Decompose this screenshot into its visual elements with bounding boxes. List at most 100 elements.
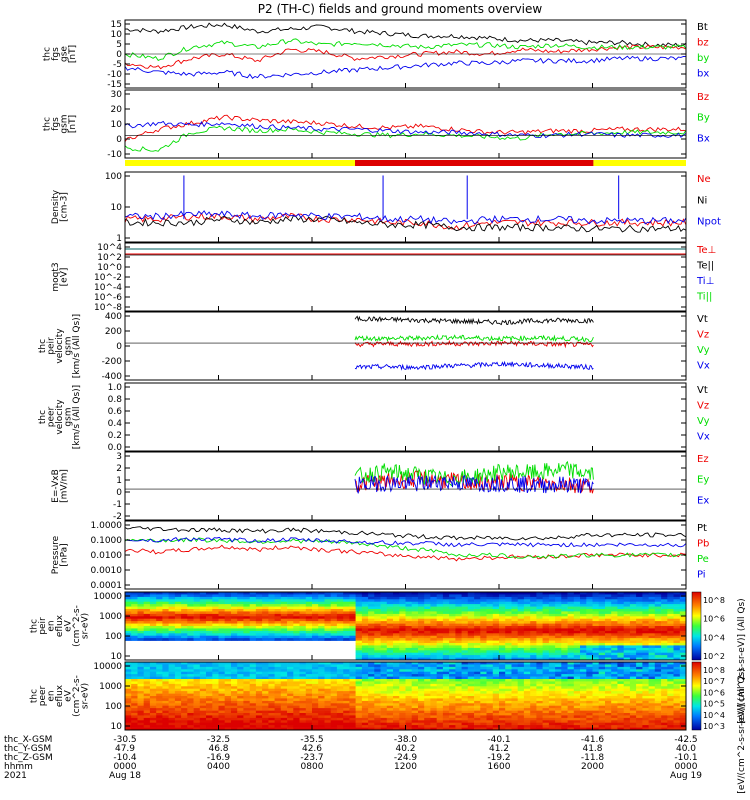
- heatmap-cell: [536, 609, 543, 612]
- heatmap-cell: [137, 662, 145, 665]
- heatmap-cell: [530, 609, 537, 612]
- heatmap-cell: [592, 601, 600, 605]
- heatmap-cell: [467, 662, 475, 665]
- heatmap-cell: [193, 686, 201, 690]
- heatmap-cell: [598, 671, 606, 675]
- heatmap-cell: [162, 609, 169, 612]
- heatmap-cell: [430, 601, 437, 605]
- heatmap-cell: [480, 686, 487, 690]
- heatmap-cell: [224, 683, 232, 687]
- heatmap-cell: [480, 594, 487, 598]
- heatmap-cell: [654, 604, 662, 607]
- heatmap-cell: [299, 720, 307, 724]
- heatmap-cell: [287, 708, 294, 711]
- heatmap-cell: [137, 727, 145, 731]
- heatmap-cell: [168, 676, 176, 680]
- heatmap-cell: [330, 604, 338, 607]
- heatmap-cell: [418, 691, 425, 694]
- heatmap-cell: [405, 592, 413, 595]
- heatmap-cell: [274, 671, 282, 675]
- heatmap-cell: [442, 688, 450, 692]
- heatmap-cell: [442, 616, 450, 620]
- heatmap-cell: [548, 621, 556, 624]
- heatmap-cell: [567, 621, 575, 624]
- y-tick-label: 0.0001: [91, 581, 123, 591]
- heatmap-cell: [530, 657, 537, 661]
- heatmap-cell: [237, 635, 244, 639]
- heatmap-cell: [492, 703, 500, 707]
- heatmap-cell: [268, 671, 275, 675]
- heatmap-cell: [249, 630, 257, 634]
- heatmap-cell: [268, 676, 275, 680]
- heatmap-cell: [149, 666, 157, 670]
- heatmap-cell: [679, 628, 687, 632]
- heatmap-cell: [305, 722, 313, 726]
- heatmap-cell: [474, 645, 481, 649]
- heatmap-cell: [436, 688, 444, 692]
- heatmap-cell: [399, 601, 406, 605]
- heatmap-cell: [517, 643, 525, 646]
- heatmap-cell: [224, 592, 232, 595]
- heatmap-cell: [636, 599, 643, 603]
- heatmap-cell: [143, 628, 151, 632]
- heatmap-cell: [143, 609, 151, 612]
- heatmap-cell: [536, 725, 543, 728]
- heatmap-cell: [461, 633, 469, 637]
- heatmap-cell: [480, 720, 487, 724]
- heatmap-cell: [343, 700, 350, 704]
- heatmap-cell: [548, 652, 556, 656]
- heatmap-cell: [262, 616, 269, 620]
- heatmap-cell: [336, 698, 344, 702]
- heatmap-cell: [499, 664, 506, 668]
- heatmap-cell: [212, 621, 219, 624]
- heatmap-cell: [318, 613, 325, 617]
- heatmap-cell: [586, 696, 593, 699]
- heatmap-cell: [567, 698, 575, 702]
- heatmap-cell: [623, 630, 631, 634]
- heatmap-cell: [399, 688, 406, 692]
- heatmap-cell: [499, 666, 506, 670]
- heatmap-cell: [274, 686, 282, 690]
- heatmap-cell: [243, 686, 250, 690]
- heatmap-cell: [474, 611, 481, 615]
- heatmap-cell: [411, 635, 419, 639]
- heatmap-cell: [467, 643, 475, 646]
- heatmap-cell: [548, 720, 556, 724]
- heatmap-cell: [374, 676, 381, 680]
- heatmap-cell: [193, 696, 201, 699]
- heatmap-cell: [206, 703, 213, 707]
- heatmap-cell: [679, 613, 687, 617]
- heatmap-cell: [206, 601, 213, 605]
- heatmap-cell: [193, 635, 201, 639]
- heatmap-cell: [430, 700, 437, 704]
- heatmap-cell: [467, 691, 475, 694]
- heatmap-cell: [299, 616, 307, 620]
- heatmap-cell: [411, 599, 419, 603]
- heatmap-cell: [343, 691, 350, 694]
- heatmap-cell: [168, 613, 176, 617]
- heatmap-cell: [636, 681, 643, 685]
- heatmap-cell: [343, 604, 350, 607]
- heatmap-cell: [486, 715, 494, 719]
- legend-Vz: Vz: [697, 330, 709, 341]
- heatmap-cell: [386, 722, 394, 726]
- heatmap-cell: [648, 720, 656, 724]
- heatmap-cell: [654, 611, 662, 615]
- heatmap-cell: [573, 650, 581, 654]
- heatmap-cell: [287, 688, 294, 692]
- heatmap-cell: [629, 710, 637, 714]
- heatmap-cell: [361, 592, 369, 595]
- heatmap-cell: [399, 623, 406, 627]
- heatmap-cell: [149, 725, 157, 728]
- heatmap-cell: [287, 621, 294, 624]
- heatmap-cell: [274, 703, 282, 707]
- heatmap-cell: [573, 645, 581, 649]
- heatmap-cell: [343, 621, 350, 624]
- heatmap-cell: [380, 652, 388, 656]
- heatmap-cell: [679, 630, 687, 634]
- heatmap-cell: [517, 601, 525, 605]
- heatmap-cell: [523, 604, 531, 607]
- heatmap-cell: [156, 611, 163, 615]
- heatmap-cell: [156, 638, 163, 641]
- heatmap-cell: [580, 722, 587, 726]
